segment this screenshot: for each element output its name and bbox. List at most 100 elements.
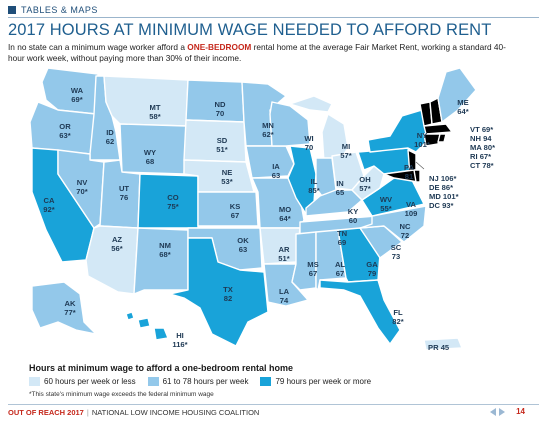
label-WI: WI 70 [304, 134, 314, 152]
callout-ri: RI 67* [470, 152, 492, 161]
label-ID: ID 62 [105, 128, 115, 146]
state-MI-upper[interactable] [289, 95, 333, 113]
callout-nh: NH 94 [470, 134, 492, 143]
label-TN: TN 69 [336, 229, 348, 247]
callout-vt: VT 69* [470, 125, 494, 134]
next-page-arrow-icon[interactable] [499, 407, 506, 416]
label-SC: SC 73 [390, 243, 402, 261]
callout-ma: MA 80* [470, 143, 496, 152]
state-MT[interactable] [103, 75, 189, 127]
label-AK: AK 77* [64, 299, 76, 317]
state-NM[interactable] [133, 227, 189, 295]
state-WI[interactable] [269, 101, 311, 147]
legend-swatch-mid [147, 377, 159, 386]
label-AR: AR 51* [278, 245, 290, 263]
label-NC: NC 72 [399, 222, 411, 240]
label-VA: VA 109 [404, 200, 418, 218]
legend-swatch-low [29, 377, 40, 386]
state-KS[interactable] [197, 191, 259, 227]
state-MA[interactable] [423, 123, 453, 135]
state-NC[interactable] [359, 205, 427, 243]
label-WY: WY 68 [143, 148, 157, 166]
legend-item-mid: 61 to 78 hours per week [147, 377, 249, 386]
label-OH: OH 57* [359, 175, 371, 193]
label-SD: SD 51* [216, 136, 228, 154]
label-NM: NM 68* [159, 241, 171, 259]
label-AZ: AZ 56* [111, 235, 123, 253]
state-HI-2[interactable] [137, 317, 151, 329]
footer-organization: NATIONAL LOW INCOME HOUSING COALITION [91, 408, 260, 417]
us-map [29, 67, 477, 351]
top-divider [8, 17, 539, 18]
label-FL: FL 82* [392, 308, 404, 326]
state-IA[interactable] [245, 145, 295, 179]
legend-item-high: 79 hours per week or more [260, 377, 371, 386]
label-PR: PR 45 [428, 343, 450, 352]
legend-label-mid: 61 to 78 hours per week [162, 377, 249, 386]
label-CA: CA 92* [43, 196, 55, 214]
callout-md: MD 101* [429, 192, 459, 201]
callout-ct: CT 78* [470, 161, 494, 170]
footer-separator: | [86, 408, 89, 417]
state-SD[interactable] [183, 119, 247, 163]
state-RI[interactable] [437, 133, 447, 143]
label-PA: PA 81 [404, 163, 414, 181]
state-FL[interactable] [319, 279, 401, 345]
label-OK: OK 63 [237, 236, 249, 254]
legend-item-low: 60 hours per week or less [29, 377, 136, 386]
label-NE: NE 53* [221, 168, 233, 186]
label-IL: IL 85* [308, 177, 320, 195]
state-PR[interactable] [423, 337, 463, 351]
legend-label-high: 79 hours per week or more [275, 377, 372, 386]
label-WV: WV 55* [379, 195, 393, 213]
state-CT[interactable] [423, 133, 441, 147]
state-AK[interactable] [31, 281, 97, 335]
label-NV: NV 70* [76, 178, 88, 196]
subtitle-text-end: rental home at the average Fair Market R… [8, 42, 506, 63]
prev-page-arrow-icon[interactable] [490, 407, 497, 416]
label-MI: MI 57* [340, 142, 352, 160]
subtitle-text-start: In no state can a minimum wage worker af… [8, 42, 188, 52]
legend-swatch-high [260, 377, 272, 386]
label-IN: IN 65 [335, 179, 345, 197]
state-HI-3[interactable] [153, 327, 169, 341]
label-IA: IA 63 [271, 162, 281, 180]
legend-footnote: *This state's minimum wage exceeds the f… [29, 391, 214, 398]
label-TX: TX 82 [223, 285, 233, 303]
label-AL: AL 67 [334, 260, 346, 278]
section-label: TABLES & MAPS [21, 5, 98, 15]
label-CO: CO 75* [167, 193, 179, 211]
label-KS: KS 67 [229, 202, 241, 220]
label-KY: KY 60 [347, 207, 359, 225]
label-MO: MO 64* [278, 205, 292, 223]
legend-label-low: 60 hours per week or less [44, 377, 136, 386]
callout-nj: NJ 106* [429, 174, 457, 183]
footer-publication: OUT OF REACH 2017 [8, 408, 84, 417]
label-ND: ND 70 [214, 100, 226, 118]
section-square-icon [8, 6, 16, 14]
label-NY: NY 101* [414, 131, 430, 149]
label-ME: ME 64* [457, 98, 469, 116]
bottom-divider [8, 404, 539, 405]
legend-title: Hours at minimum wage to afford a one-be… [29, 363, 294, 373]
subtitle: In no state can a minimum wage worker af… [8, 42, 513, 64]
label-GA: GA 79 [366, 260, 378, 278]
state-ME[interactable] [437, 67, 477, 123]
callout-de: DE 86* [429, 183, 454, 192]
label-WA: WA 69* [70, 86, 84, 104]
page-nav: 14 [490, 407, 525, 416]
label-MT: MT 58* [149, 103, 161, 121]
section-tag: TABLES & MAPS [8, 4, 98, 16]
footer: OUT OF REACH 2017 | NATIONAL LOW INCOME HO… [8, 408, 259, 417]
callout-dc: DC 93* [429, 201, 454, 210]
state-TX[interactable] [169, 237, 269, 347]
label-MS: MS 67 [307, 260, 319, 278]
state-DE[interactable] [413, 169, 421, 183]
label-HI: HI 116* [172, 331, 188, 349]
page-number: 14 [516, 407, 525, 416]
label-LA: LA 74 [278, 287, 290, 305]
state-HI[interactable] [125, 311, 135, 321]
label-UT: UT 76 [118, 184, 130, 202]
label-OR: OR 63* [59, 122, 71, 140]
nj-callout-line [415, 161, 425, 170]
